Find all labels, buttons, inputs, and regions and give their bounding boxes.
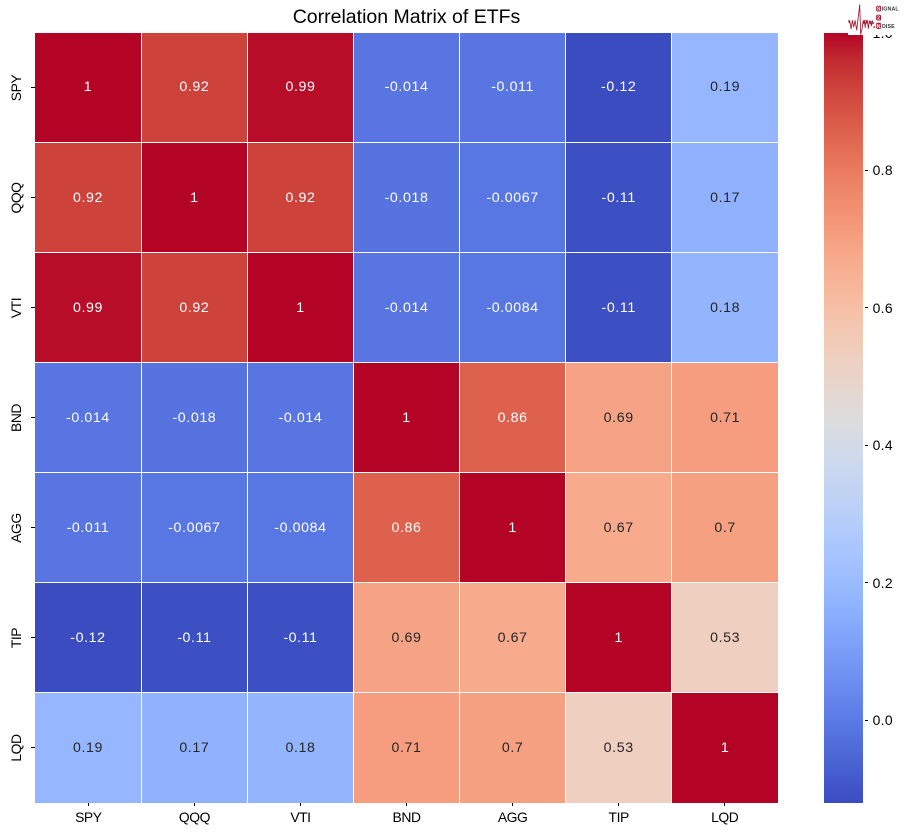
svg-text:N: N (877, 24, 881, 30)
svg-text:S: S (877, 7, 881, 13)
svg-text:IGNAL: IGNAL (881, 7, 899, 13)
svg-text:OISE: OISE (881, 24, 895, 30)
svg-text:2: 2 (877, 16, 880, 22)
